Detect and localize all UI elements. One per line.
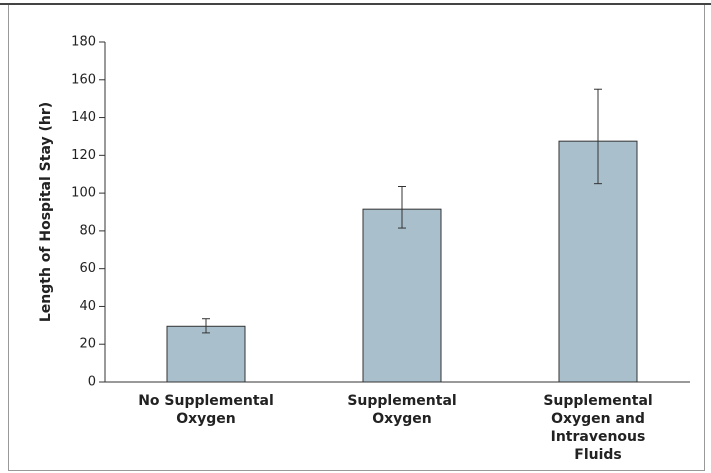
y-tick-label: 60 (79, 261, 96, 276)
y-tick-label: 120 (71, 148, 96, 163)
y-tick-label: 180 (71, 35, 96, 50)
bar (362, 208, 442, 383)
y-tick-label: 40 (79, 299, 96, 314)
y-axis-label: Length of Hospital Stay (hr) (38, 102, 54, 322)
y-tick-label: 100 (71, 186, 96, 201)
y-tick-label: 20 (79, 337, 96, 352)
x-tick-label: No Supplemental Oxygen (138, 393, 274, 427)
y-tick-label: 140 (71, 110, 96, 125)
y-tick-label: 160 (71, 72, 96, 87)
bar (166, 325, 246, 383)
x-tick-label: Supplemental Oxygen (347, 393, 457, 427)
x-tick-label: Supplemental Oxygen and Intravenous Flui… (543, 393, 653, 463)
y-tick-label: 0 (88, 375, 96, 390)
y-tick-label: 80 (79, 223, 96, 238)
